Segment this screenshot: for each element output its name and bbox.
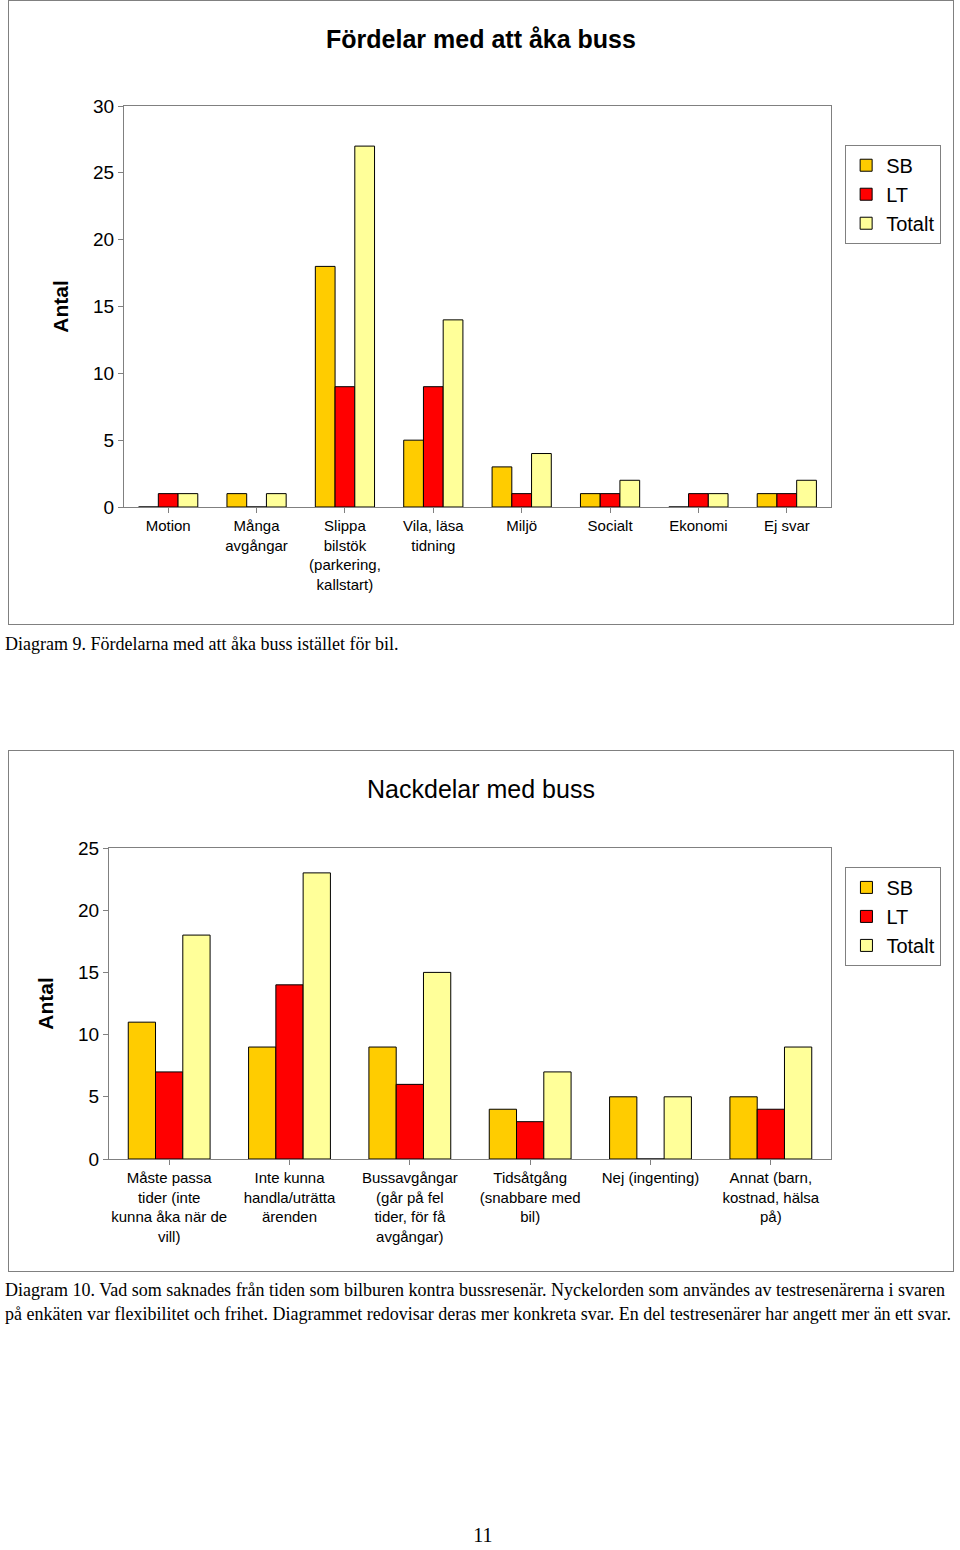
svg-text:Totalt: Totalt: [886, 935, 934, 957]
html-text:11: 11: [473, 1524, 493, 1546]
svg-text:Motion: Motion: [146, 517, 191, 534]
svg-text:Slippabilstök(parkering,kallst: Slippabilstök(parkering,kallstart): [309, 517, 381, 593]
svg-text:Annat (barn,kostnad, hälsapå): Annat (barn,kostnad, hälsapå): [722, 1169, 819, 1225]
svg-text:Socialt: Socialt: [588, 517, 634, 534]
svg-text:Måste passatider (intekunna åk: Måste passatider (intekunna åka när devi…: [111, 1169, 227, 1245]
svg-text:LT: LT: [886, 906, 908, 928]
svg-text:Tidsåtgång(snabbare medbil): Tidsåtgång(snabbare medbil): [480, 1169, 581, 1225]
svg-text:0: 0: [104, 497, 115, 518]
svg-text:5: 5: [104, 430, 115, 451]
html-text:Diagram 9. Fördelarna med att: Diagram 9. Fördelarna med att åka buss i…: [5, 634, 399, 654]
svg-text:Fördelar med att åka buss: Fördelar med att åka buss: [326, 25, 636, 53]
svg-text:Totalt: Totalt: [886, 213, 934, 235]
svg-text:20: 20: [93, 229, 114, 250]
svg-text:25: 25: [78, 838, 99, 859]
svg-text:5: 5: [89, 1086, 100, 1107]
svg-text:Mångaavgångar: Mångaavgångar: [225, 517, 288, 554]
svg-text:Ej svar: Ej svar: [764, 517, 810, 534]
svg-text:10: 10: [78, 1024, 99, 1045]
svg-text:Miljö: Miljö: [506, 517, 537, 534]
svg-text:SB: SB: [886, 155, 913, 177]
svg-text:Bussavgångar(går på feltider,: Bussavgångar(går på feltider, för fåavgå…: [362, 1169, 458, 1245]
svg-text:25: 25: [93, 162, 114, 183]
svg-text:SB: SB: [886, 877, 913, 899]
svg-text:20: 20: [78, 900, 99, 921]
svg-text:LT: LT: [886, 184, 908, 206]
svg-text:Nackdelar med buss: Nackdelar med buss: [367, 775, 595, 803]
svg-text:Vila, läsatidning: Vila, läsatidning: [403, 517, 464, 554]
svg-text:10: 10: [93, 363, 114, 384]
svg-text:15: 15: [78, 962, 99, 983]
svg-text:Antal: Antal: [49, 280, 72, 333]
html-text:Diagram 10. Vad som saknades f: Diagram 10. Vad som saknades från tiden …: [5, 1280, 952, 1324]
svg-text:Inte kunnahandla/uträttaärende: Inte kunnahandla/uträttaärenden: [244, 1169, 336, 1225]
svg-text:Nej (ingenting): Nej (ingenting): [602, 1169, 700, 1186]
svg-text:Ekonomi: Ekonomi: [669, 517, 727, 534]
svg-text:15: 15: [93, 296, 114, 317]
svg-text:30: 30: [93, 96, 114, 117]
svg-text:Antal: Antal: [34, 977, 57, 1030]
svg-text:0: 0: [89, 1149, 100, 1170]
